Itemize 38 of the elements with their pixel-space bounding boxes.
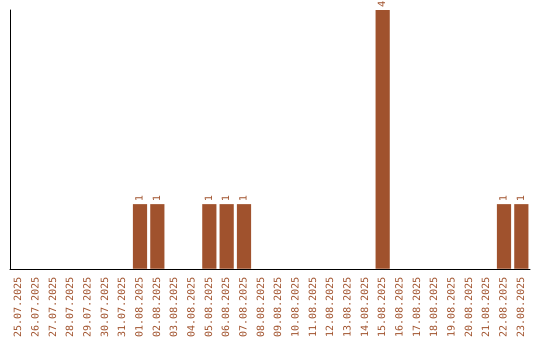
data-label: 1 (221, 194, 232, 202)
x-tick-label: 17.08.2025 (412, 276, 423, 338)
data-label: 1 (204, 194, 215, 202)
x-tick-label: 22.08.2025 (498, 276, 510, 338)
x-tick-label: 03.08.2025 (169, 276, 180, 338)
x-tick-label: 04.08.2025 (186, 276, 198, 338)
data-label: 1 (152, 194, 163, 202)
x-tick-label: 30.07.2025 (100, 276, 111, 338)
x-tick-label: 05.08.2025 (204, 276, 215, 338)
data-label: 1 (516, 194, 527, 202)
x-tick-label: 08.08.2025 (256, 276, 267, 338)
data-label: 1 (134, 194, 146, 202)
x-tick-label: 18.08.2025 (429, 276, 440, 338)
x-tick-label: 21.08.2025 (481, 276, 492, 338)
x-tick-label: 12.08.2025 (325, 276, 336, 338)
x-tick-label: 15.08.2025 (377, 276, 388, 338)
x-tick-label: 10.08.2025 (290, 276, 302, 338)
data-label: 4 (377, 0, 388, 7)
x-tick-label: 19.08.2025 (446, 276, 458, 338)
x-tick-label: 02.08.2025 (152, 276, 163, 338)
x-tick-label: 20.08.2025 (464, 276, 475, 338)
x-tick-label: 23.08.2025 (516, 276, 527, 338)
x-tick-label: 16.08.2025 (394, 276, 406, 338)
x-tick-label: 11.08.2025 (308, 276, 319, 338)
x-tick-label: 27.07.2025 (48, 276, 59, 338)
x-tick-label: 25.07.2025 (13, 276, 24, 338)
x-tick-label: 13.08.2025 (342, 276, 354, 338)
x-tick-label: 01.08.2025 (134, 276, 146, 338)
x-tick-label: 31.07.2025 (117, 276, 128, 338)
x-tick-label: 14.08.2025 (360, 276, 371, 338)
data-label: 1 (238, 194, 250, 202)
x-tick-label: 06.08.2025 (221, 276, 232, 338)
x-tick-label: 26.07.2025 (30, 276, 42, 338)
data-label: 1 (498, 194, 510, 202)
x-tick-label: 09.08.2025 (273, 276, 284, 338)
x-tick-label: 28.07.2025 (65, 276, 76, 338)
x-tick-label: 29.07.2025 (82, 276, 94, 338)
x-tick-label: 07.08.2025 (238, 276, 250, 338)
